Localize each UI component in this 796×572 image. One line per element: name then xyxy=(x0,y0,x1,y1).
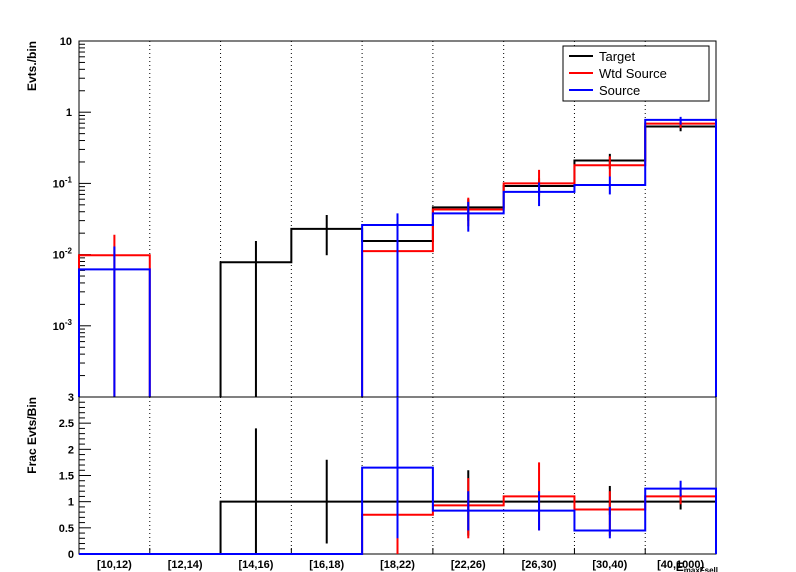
x-tick-label: [12,14) xyxy=(168,559,203,571)
bottom-y-tick-label: 0 xyxy=(68,549,74,561)
bottom-panel: 0 0.5 1 1.5 2 2.5 3 [10,12) [12,14) [14,16) [16,18… xyxy=(59,392,717,571)
top-y-tick-label: 10-2 xyxy=(53,247,73,262)
top-series-target xyxy=(219,125,717,397)
x-tick-label: [10,12) xyxy=(97,559,132,571)
bottom-y-tick-label: 1.5 xyxy=(59,471,74,483)
x-tick-label: [40,1000) xyxy=(657,559,704,571)
x-tick-label: [22,26) xyxy=(451,559,486,571)
bottom-y-tick-label: 3 xyxy=(68,392,74,404)
bottom-series-source xyxy=(79,466,717,555)
x-tick-label: [26,30) xyxy=(522,559,557,571)
bottom-y-tick-label: 2 xyxy=(68,444,74,456)
top-panel: 10 1 10-1 10-2 10-3 xyxy=(53,36,717,398)
bottom-y-tick-label: 1 xyxy=(68,497,74,509)
x-tick-label: [18,22) xyxy=(380,559,415,571)
legend: Target Wtd Source Source xyxy=(562,45,710,102)
legend-entry: Target xyxy=(599,49,636,64)
x-tick-label: [14,16) xyxy=(239,559,274,571)
legend-entry: Wtd Source xyxy=(599,66,667,81)
x-axis-label: EmaxFsell xyxy=(676,560,718,572)
top-y-tick-label: 1 xyxy=(66,107,72,119)
x-tick-label: [16,18) xyxy=(309,559,344,571)
x-tick-label: [30,40) xyxy=(592,559,627,571)
top-y-tick-label: 10-3 xyxy=(53,318,73,333)
top-y-axis-label: Evts./bin xyxy=(25,41,39,91)
top-y-tick-label: 10-1 xyxy=(53,175,73,190)
bottom-y-axis-label: Frac Evts/Bin xyxy=(25,397,39,474)
top-y-tick-label: 10 xyxy=(60,36,72,48)
bottom-y-tick-label: 2.5 xyxy=(59,418,74,430)
legend-entry: Source xyxy=(599,83,640,98)
bottom-y-tick-label: 0.5 xyxy=(59,523,74,535)
